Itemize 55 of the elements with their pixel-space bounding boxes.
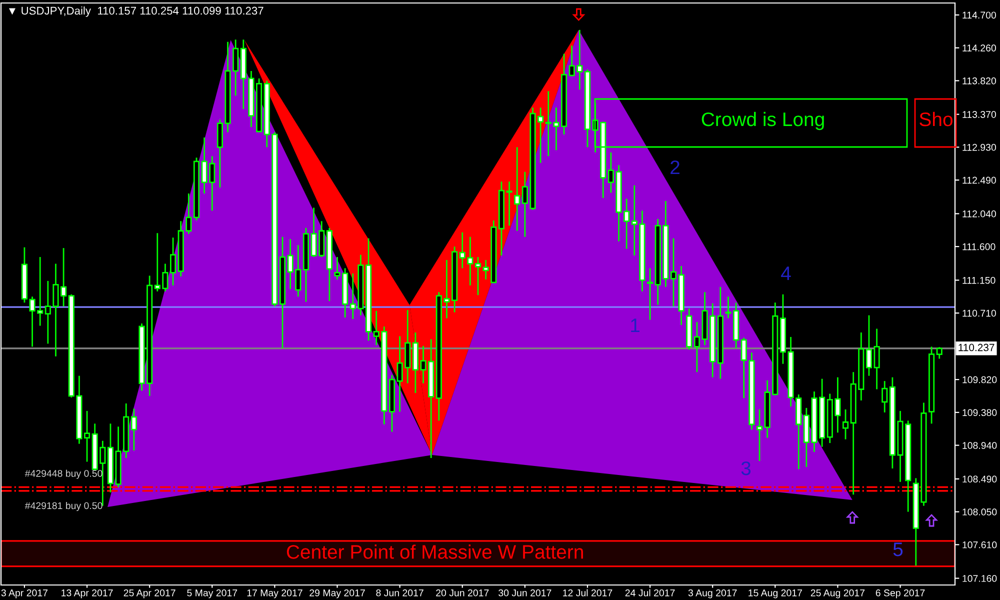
annotation: Crowd is Long xyxy=(702,112,824,130)
x-tick-label: 24 Jul 2017 xyxy=(625,589,675,596)
candlestick xyxy=(514,146,520,232)
candlestick xyxy=(474,256,482,296)
candlestick xyxy=(842,408,849,440)
x-tick-label: 13 Apr 2017 xyxy=(62,589,113,598)
x-tick-label: 12 Jul 2017 xyxy=(563,589,612,596)
y-tick-label: 107.160 xyxy=(962,575,997,582)
candlestick xyxy=(756,408,763,462)
y-tick-label: 112.490 xyxy=(962,176,996,184)
y-tick-label: 113.820 xyxy=(962,77,996,84)
x-tick-label: 25 Aug 2017 xyxy=(810,589,865,598)
y-tick-label: 107.610 xyxy=(962,541,997,548)
candlestick xyxy=(874,328,880,390)
y-tick-label: 108.490 xyxy=(962,476,997,483)
candlestick xyxy=(84,410,90,462)
annotation: 4 xyxy=(781,266,791,280)
candlestick xyxy=(882,380,888,414)
candlestick xyxy=(670,238,677,308)
x-tick-label: 30 Jun 2017 xyxy=(498,589,552,596)
x-tick-label: 20 Jun 2017 xyxy=(436,589,489,596)
y-tick-label: 110.710 xyxy=(962,310,996,317)
y-tick-label: 109.380 xyxy=(962,409,997,416)
ref-line-label: #429181 buy 0.50 xyxy=(24,502,102,512)
chart-title: ▼ USDJPY,Daily 110.157 110.254 110.099 110.237 xyxy=(8,6,264,17)
x-tick-label: 8 Jun 2017 xyxy=(376,589,424,596)
ref-line-label: 110.237 xyxy=(958,344,994,352)
x-tick-label: 3 Apr 2017 xyxy=(1,589,48,598)
annotation: 5 xyxy=(893,542,903,556)
y-tick-label: 111.600 xyxy=(962,243,996,250)
x-tick-label: 5 May 2017 xyxy=(187,589,238,598)
y-tick-label: 111.150 xyxy=(962,276,996,284)
y-tick-label: 114.700 xyxy=(962,12,996,19)
y-tick-label: 112.040 xyxy=(962,210,996,218)
x-tick-label: 29 May 2017 xyxy=(310,589,365,598)
y-tick-label: 108.940 xyxy=(962,442,997,449)
y-tick-label: 112.930 xyxy=(962,144,996,151)
y-tick-label: 113.370 xyxy=(962,111,996,118)
band-label: Center Point of Massive W Pattern xyxy=(286,544,583,559)
annotation: 2 xyxy=(670,160,680,174)
y-tick-label: 109.820 xyxy=(962,376,997,384)
y-tick-label: 108.050 xyxy=(962,508,997,516)
candlestick xyxy=(936,346,942,360)
candlestick xyxy=(646,268,654,320)
x-tick-label: 17 May 2017 xyxy=(247,589,302,598)
x-tick-label: 6 Sep 2017 xyxy=(876,589,925,598)
annotation: Sho xyxy=(920,112,952,126)
x-tick-label: 15 Aug 2017 xyxy=(748,589,802,598)
candlestick xyxy=(130,408,137,452)
x-tick-label: 3 Aug 2017 xyxy=(688,589,737,598)
annotation: 1 xyxy=(631,318,640,332)
y-tick-label: 114.260 xyxy=(962,44,996,52)
annotation: 3 xyxy=(741,461,751,476)
candlestick xyxy=(866,314,872,377)
x-tick-label: 25 Apr 2017 xyxy=(124,589,176,598)
